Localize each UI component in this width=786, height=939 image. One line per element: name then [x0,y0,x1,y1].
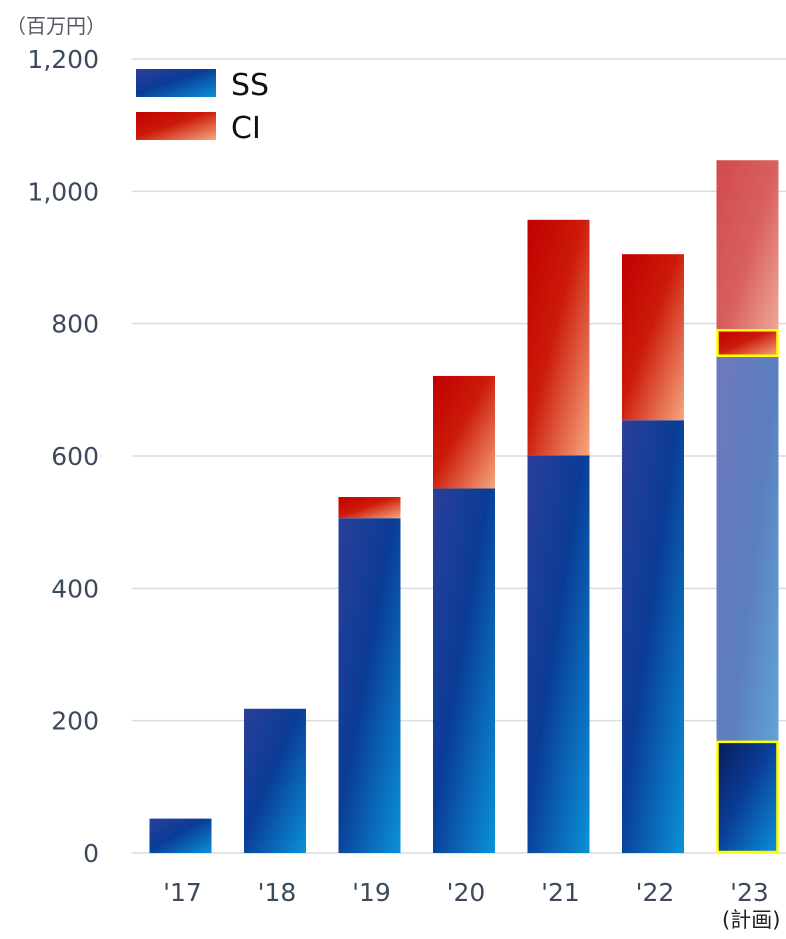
bar-ci-highlight [716,329,779,357]
legend-label: CI [231,111,261,146]
bars [149,160,779,854]
y-tick-label: 200 [51,707,99,736]
bar-ss [433,488,495,853]
y-tick-label: 400 [51,574,99,603]
x-tick-label: '23 [730,878,769,907]
bar-ss [149,818,212,853]
legend-swatch [136,112,216,140]
y-tick-label: 1,200 [27,45,99,74]
x-tick-label: '19 [352,878,391,907]
bar-ss [527,455,590,853]
y-tick-label: 800 [51,310,99,339]
y-tick-label: 0 [83,839,99,868]
bar-ci [622,254,684,421]
legend-swatch [136,69,216,97]
bar-ss-highlight [716,740,779,854]
bar-ci [527,219,590,456]
bar-ss [338,518,401,853]
x-tick-label: '22 [636,878,675,907]
bar-ss [244,708,306,853]
legend: SS CI [136,68,269,146]
bar-ci [716,160,779,357]
x-tick-label: '21 [541,878,580,907]
x-tick-label: '20 [447,878,486,907]
x-tick-label: '18 [258,878,297,907]
plan-note-label: (計画) [722,908,781,932]
legend-label: SS [231,68,269,103]
x-axis-ticks: '17 '18 '19 '20 '21 '22 '23 [163,878,769,907]
bar-ss [622,420,684,853]
bar-ci [338,497,401,519]
y-axis-ticks: 0 200 400 600 800 1,000 1,200 [27,45,99,868]
bar-ci [433,375,495,489]
y-tick-label: 600 [51,442,99,471]
x-tick-label: '17 [163,878,202,907]
y-tick-label: 1,000 [27,177,99,206]
y-unit-label: （百万円） [6,14,106,38]
